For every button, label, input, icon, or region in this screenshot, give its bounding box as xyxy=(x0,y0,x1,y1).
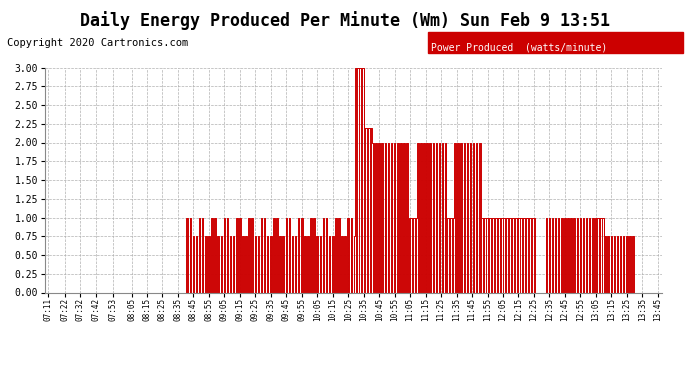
Text: Copyright 2020 Cartronics.com: Copyright 2020 Cartronics.com xyxy=(7,38,188,48)
Text: Daily Energy Produced Per Minute (Wm) Sun Feb 9 13:51: Daily Energy Produced Per Minute (Wm) Su… xyxy=(80,11,610,30)
Text: Power Produced  (watts/minute): Power Produced (watts/minute) xyxy=(431,42,607,52)
